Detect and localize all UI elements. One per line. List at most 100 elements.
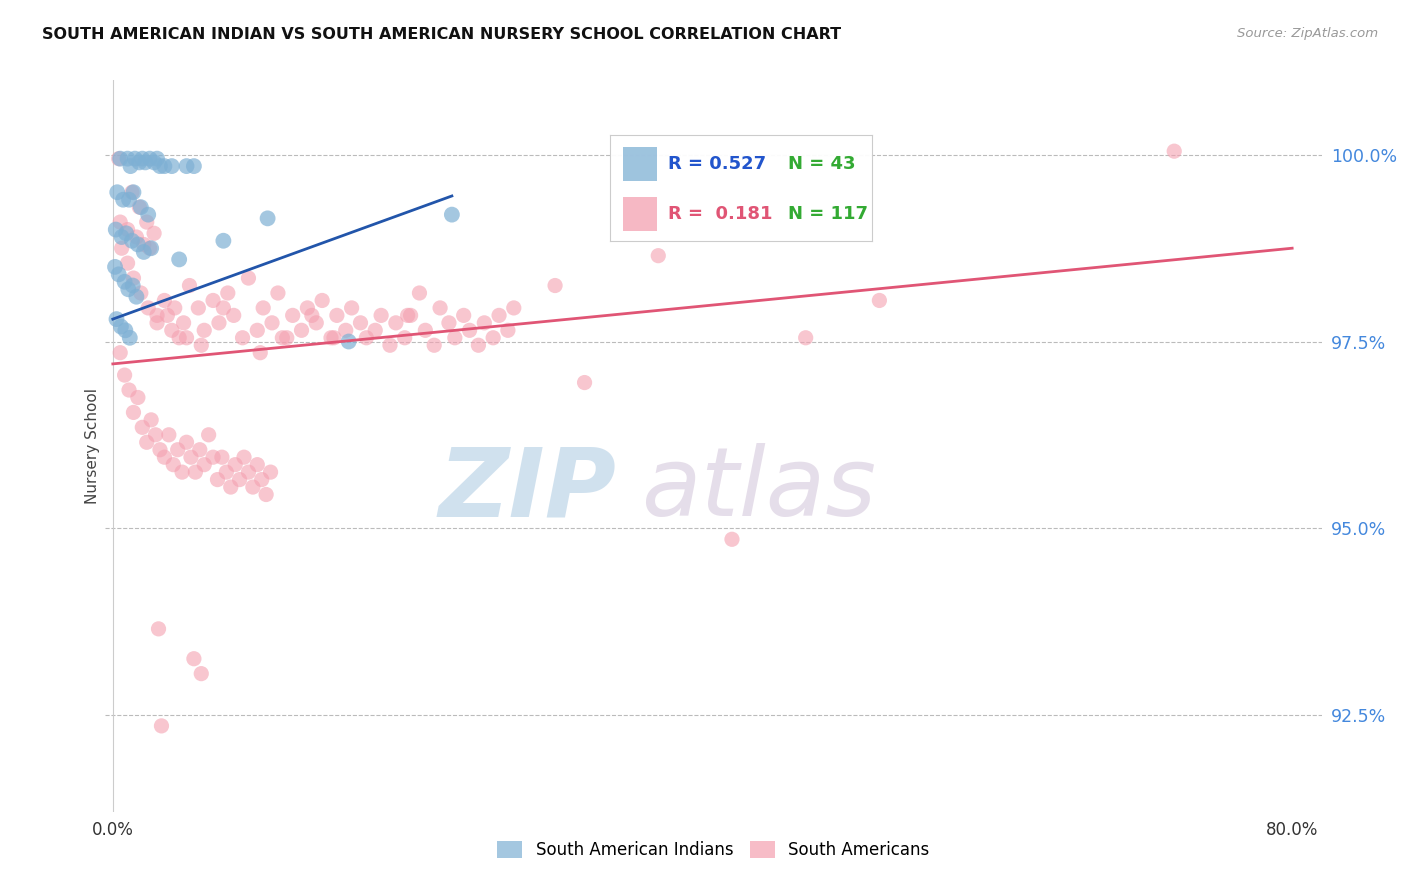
Point [370,309,392,323]
Point [131,152,153,166]
Point [138,241,160,255]
Point [323,331,346,345]
Point [180,450,202,465]
Point [172,465,194,479]
Point [544,278,567,293]
Point [271,331,294,345]
Text: SOUTH AMERICAN INDIAN VS SOUTH AMERICAN NURSERY SCHOOL CORRELATION CHART: SOUTH AMERICAN INDIAN VS SOUTH AMERICAN … [42,27,841,42]
Point [187,301,209,315]
Point [121,186,143,200]
Point [118,331,141,345]
Point [146,309,169,323]
Point [108,215,131,229]
Point [408,285,430,300]
Point [249,345,271,359]
Point [794,331,817,345]
Point [1163,144,1185,158]
Point [364,323,387,337]
Point [131,420,153,434]
Point [122,186,145,200]
Text: ZIP: ZIP [439,443,616,536]
Point [117,282,139,296]
Point [176,159,198,173]
Text: R =  0.181: R = 0.181 [668,204,772,223]
Point [311,293,333,308]
Point [211,450,233,465]
Point [232,331,254,345]
Point [114,368,136,383]
Point [157,427,180,442]
Point [207,473,229,487]
Point [242,480,264,494]
Point [143,155,166,169]
Point [238,271,260,285]
Point [112,193,135,207]
Point [190,666,212,681]
Bar [623,196,657,231]
Point [453,309,475,323]
Point [437,316,460,330]
Point [117,222,139,236]
Point [246,458,269,472]
Point [173,316,195,330]
Point [150,719,173,733]
Point [160,159,183,173]
Point [340,301,363,315]
Point [115,227,138,241]
Point [246,323,269,337]
Point [378,338,401,352]
Point [132,244,155,259]
Point [104,260,127,274]
Point [502,301,524,315]
Point [176,331,198,345]
Point [305,316,328,330]
Point [136,301,159,315]
Point [349,316,371,330]
Point [146,152,169,166]
Point [394,331,416,345]
Point [335,323,357,337]
Point [183,651,205,665]
Point [276,331,298,345]
Point [105,186,128,200]
Point [868,293,890,308]
Point [281,309,304,323]
Point [472,316,495,330]
Point [138,152,160,166]
Point [217,285,239,300]
Point [153,450,176,465]
Point [385,316,408,330]
Text: R = 0.527: R = 0.527 [668,155,766,173]
Point [127,391,149,405]
Point [193,458,215,472]
Point [440,208,463,222]
Point [252,301,274,315]
Point [233,450,256,465]
Point [117,256,139,270]
Point [337,334,360,349]
Point [319,331,342,345]
Point [148,622,170,636]
Point [301,309,323,323]
Point [121,278,143,293]
Point [122,405,145,419]
Point [160,323,183,337]
Point [127,237,149,252]
Point [156,309,179,323]
Text: N = 117: N = 117 [787,204,868,223]
Point [423,338,446,352]
Point [238,465,260,479]
Text: N = 43: N = 43 [787,155,855,173]
Point [111,230,134,244]
Point [120,159,142,173]
Point [208,316,231,330]
Text: Source: ZipAtlas.com: Source: ZipAtlas.com [1237,27,1378,40]
Point [128,200,150,214]
Point [267,285,290,300]
Point [415,323,437,337]
Point [224,458,246,472]
Point [250,473,273,487]
Point [124,152,146,166]
Point [105,312,128,326]
Text: atlas: atlas [641,443,876,536]
